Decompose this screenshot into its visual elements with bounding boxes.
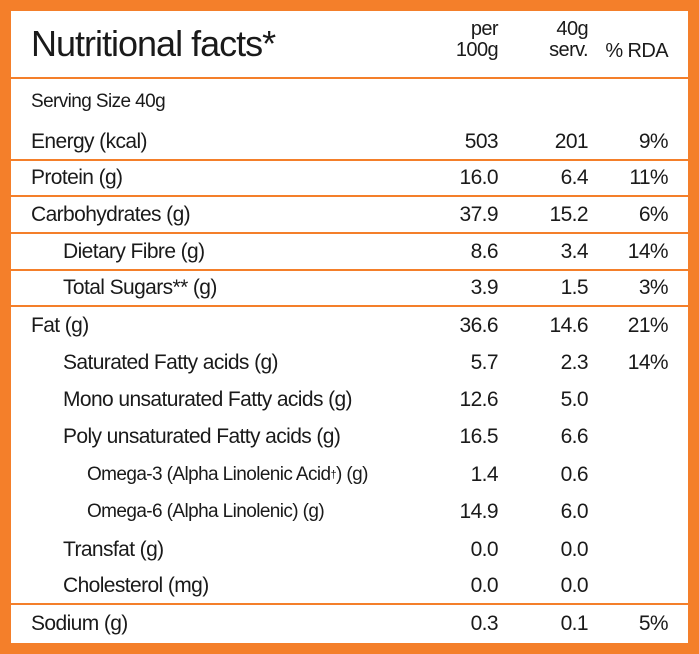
dagger-footnote-mark: † [330, 468, 337, 481]
table-row: Energy (kcal) 503 201 9% [11, 125, 688, 161]
per-serving-value: 14.6 [549, 313, 589, 337]
per-serving-value: 0.0 [560, 573, 589, 597]
table-row: Sodium (g) 0.3 0.1 5% [11, 605, 688, 643]
table-title: Nutritional facts* [31, 23, 276, 64]
per-serving-value: 15.2 [549, 202, 589, 226]
nutrient-label: Protein (g) [31, 166, 123, 189]
rda-value: 5% [638, 612, 669, 635]
serving-size-label: Serving Size 40g [31, 91, 166, 112]
rda-value: 6% [638, 202, 669, 226]
rda-value: 11% [629, 166, 668, 189]
per-serving-value: 2.3 [560, 350, 589, 374]
per-serving-value: 0.0 [560, 537, 589, 561]
nutrient-label: Carbohydrates (g) [31, 202, 191, 226]
rda-value: 14% [627, 239, 669, 263]
per-serving-value: 1.5 [560, 276, 589, 299]
per-serving-header: 40g serv. [549, 18, 588, 61]
per-100g-value: 503 [464, 130, 499, 153]
table-row: Protein (g) 16.0 6.4 11% [11, 161, 688, 197]
per-serving-value: 0.1 [560, 612, 589, 635]
nutrient-label: Saturated Fatty acids (g) [63, 350, 279, 374]
rda-value: 3% [638, 276, 669, 299]
rda-value: 21% [627, 313, 669, 337]
table-row: Omega-3 (Alpha Linolenic Acid †) (g) 1.4 … [11, 456, 688, 493]
table-row: Poly unsaturated Fatty acids (g) 16.5 6.… [11, 418, 688, 456]
nutrient-label: Poly unsaturated Fatty acids (g) [63, 425, 341, 448]
per-100g-value: 3.9 [470, 276, 499, 299]
per-serving-value: 6.4 [560, 166, 589, 189]
per-serving-value: 0.6 [560, 462, 589, 486]
per-serving-value: 6.6 [560, 425, 589, 448]
nutrient-label: Sodium (g) [31, 612, 128, 635]
per-100g-value: 0.3 [470, 612, 499, 635]
table-row: Saturated Fatty acids (g) 5.7 2.3 14% [11, 344, 688, 381]
header-row: Nutritional facts* per 100g 40g serv. % … [11, 11, 688, 79]
per-100g-value: 14.9 [459, 500, 499, 523]
per-100g-value: 16.0 [459, 166, 499, 189]
rda-value: 9% [638, 130, 669, 153]
per-100g-value: 12.6 [459, 387, 499, 411]
per-100g-value: 37.9 [459, 202, 499, 226]
per-serving-value: 3.4 [560, 239, 589, 263]
table-row: Omega-6 (Alpha Linolenic) (g) 14.9 6.0 [11, 493, 688, 531]
per-100g-value: 5.7 [470, 350, 499, 374]
per-serving-value: 6.0 [560, 500, 589, 523]
nutrient-label: Fat (g) [31, 313, 89, 337]
per-serving-value: 5.0 [560, 387, 589, 411]
nutrient-label: Cholesterol (mg) [63, 573, 209, 597]
per-serving-value: 201 [554, 130, 589, 153]
rda-header: % RDA [605, 40, 668, 62]
table-row: Mono unsaturated Fatty acids (g) 12.6 5.… [11, 381, 688, 418]
per-100g-header: per 100g [455, 18, 499, 61]
per-100g-value: 8.6 [470, 239, 499, 263]
table-row: Total Sugars** (g) 3.9 1.5 3% [11, 271, 688, 307]
table-row: Transfat (g) 0.0 0.0 [11, 531, 688, 568]
per-100g-value: 0.0 [470, 537, 499, 561]
per-100g-value: 0.0 [470, 573, 499, 597]
nutrient-label: Energy (kcal) [31, 130, 148, 153]
nutrient-label: Dietary Fibre (g) [63, 239, 205, 263]
table-row: Carbohydrates (g) 37.9 15.2 6% [11, 197, 688, 234]
nutrient-label: Total Sugars** (g) [63, 276, 217, 299]
nutrient-label: Omega-6 (Alpha Linolenic) (g) [87, 501, 325, 522]
per-100g-value: 16.5 [459, 425, 499, 448]
table-row: Dietary Fibre (g) 8.6 3.4 14% [11, 234, 688, 271]
table-row: Fat (g) 36.6 14.6 21% [11, 307, 688, 344]
nutrient-label: Mono unsaturated Fatty acids (g) [63, 387, 353, 411]
nutrition-facts-panel: Nutritional facts* per 100g 40g serv. % … [11, 11, 688, 643]
per-100g-value: 36.6 [459, 313, 499, 337]
per-100g-value: 1.4 [470, 462, 499, 486]
rda-value: 14% [627, 350, 669, 374]
nutrient-label: Transfat (g) [63, 537, 164, 561]
table-row: Cholesterol (mg) 0.0 0.0 [11, 568, 688, 605]
serving-size-row: Serving Size 40g [11, 79, 688, 125]
nutrient-label: Omega-3 (Alpha Linolenic Acid †) (g) [87, 463, 368, 485]
